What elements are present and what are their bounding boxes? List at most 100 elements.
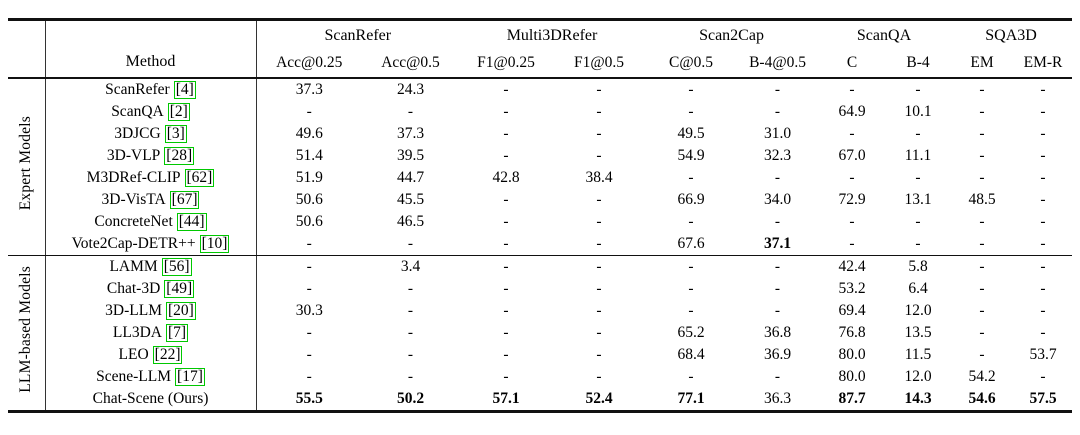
method-cell: LL3DA [7]	[45, 322, 257, 344]
metric-value: 6.4	[908, 280, 928, 297]
method-cell: Vote2Cap-DETR++ [10]	[45, 233, 257, 256]
metric-value: -	[849, 169, 855, 186]
citation-link[interactable]: [56]	[161, 258, 192, 276]
metric-value: 54.6	[968, 390, 996, 407]
method-cell: 3D-LLM [20]	[45, 300, 257, 322]
group-header-sqa3d: SQA3D	[985, 27, 1037, 44]
metric-value: -	[774, 258, 781, 275]
citation-link[interactable]: [22]	[152, 346, 183, 364]
benchmark-results-table: Method ScanRefer Multi3DRefer Scan2Cap S…	[8, 18, 1073, 413]
table-row: Vote2Cap-DETR++ [10] - - - - 67.6 37.1 - …	[8, 233, 1073, 256]
metric-value: -	[596, 103, 602, 120]
citation-link[interactable]: [17]	[175, 368, 205, 386]
citation-link[interactable]: [3]	[164, 125, 187, 143]
metric-value: -	[979, 302, 985, 319]
group-header-scanrefer: ScanRefer	[324, 27, 392, 44]
metric-value: -	[915, 125, 921, 142]
metric-value: -	[256, 233, 362, 256]
citation-link[interactable]: [62]	[184, 169, 215, 187]
metric-value: 49.6	[295, 125, 323, 142]
metric-value: -	[596, 258, 602, 275]
citation-link[interactable]: [67]	[169, 191, 200, 209]
metric-value: -	[1040, 147, 1046, 164]
metric-value: 80.0	[838, 346, 866, 363]
metric-value: 77.1	[677, 390, 705, 407]
metric-value: 37.1	[737, 233, 819, 256]
metric-value: -	[774, 368, 781, 385]
metric-value: -	[596, 324, 602, 341]
citation-link[interactable]: [10]	[199, 235, 230, 253]
method-cell: ConcreteNet [44]	[45, 211, 257, 233]
citation-link[interactable]: [7]	[166, 324, 189, 342]
method-name: LL3DA	[112, 324, 162, 341]
metric-value: -	[979, 147, 985, 164]
metric-value: -	[407, 324, 414, 341]
metric-value: 42.4	[838, 258, 866, 275]
metric-value: 10.1	[904, 103, 932, 120]
citation-link[interactable]: [49]	[164, 280, 195, 298]
metric-value: -	[503, 368, 509, 385]
metric-value: 53.7	[1029, 346, 1057, 363]
metric-value: -	[1040, 81, 1046, 98]
table-row: M3DRef-CLIP [62] 51.9 44.7 42.8 38.4 - - …	[8, 167, 1072, 189]
metric-value: 51.4	[295, 147, 323, 164]
metric-value: -	[503, 346, 509, 363]
citation-link[interactable]: [44]	[176, 213, 207, 231]
method-cell: M3DRef-CLIP [62]	[45, 167, 257, 189]
metric-value: 45.5	[396, 191, 425, 208]
metric-value: -	[688, 368, 694, 385]
table-row: Chat-3D [49] - - - - - - 53.2 6.4 - -	[8, 278, 1072, 300]
method-name: 3D-VLP	[106, 147, 161, 164]
metric-value: 12.0	[904, 302, 932, 319]
metric-value: -	[459, 233, 554, 256]
citation-link[interactable]: [20]	[166, 302, 196, 320]
metric-value: 68.4	[677, 346, 705, 363]
method-cell: 3DJCG [3]	[45, 123, 257, 145]
metric-value: -	[596, 302, 602, 319]
method-cell: ScanRefer [4]	[45, 78, 257, 101]
metric-value: -	[915, 169, 921, 186]
metric-value: 12.0	[904, 368, 932, 385]
citation-link[interactable]: [4]	[173, 81, 196, 99]
table-row: LLM-based Models LAMM [56] - 3.4 - - - - …	[8, 255, 1072, 412]
table-row: 3D-VisTA [67] 50.6 45.5 - - 66.9 34.0 72.…	[8, 189, 1072, 211]
section-label-cell: Expert Models	[8, 78, 46, 256]
metric-value: -	[1040, 302, 1046, 319]
metric-value: 50.6	[295, 213, 323, 230]
metric-value: 37.3	[396, 125, 425, 142]
citation-link[interactable]: [2]	[167, 103, 190, 121]
table-row: Chat-Scene (Ours) 55.5 50.2 57.1 52.4 77…	[8, 388, 1072, 412]
metric-value: -	[503, 302, 509, 319]
metric-value: -	[774, 213, 781, 230]
metric-value: -	[1014, 233, 1073, 256]
metric-value: -	[503, 324, 509, 341]
metric-value: 14.3	[904, 390, 932, 407]
col-header-emr: EM-R	[1014, 51, 1073, 79]
metric-value: 38.4	[585, 169, 613, 186]
col-header-acc05: Acc@0.5	[362, 51, 460, 79]
table-row: Scene-LLM [17] - - - - - - 80.0 12.0 54.2…	[8, 366, 1072, 388]
metric-value: 67.6	[645, 233, 738, 256]
group-header-scan2cap: Scan2Cap	[699, 27, 764, 44]
method-name: ConcreteNet	[94, 213, 173, 230]
metric-value: -	[1040, 280, 1046, 297]
metric-value: -	[503, 213, 509, 230]
metric-value: 36.3	[763, 390, 792, 407]
metric-value: 44.7	[396, 169, 425, 186]
metric-value: 80.0	[838, 368, 866, 385]
metric-value: 65.2	[677, 324, 705, 341]
metric-value: 64.9	[838, 103, 866, 120]
metric-value: -	[503, 191, 509, 208]
method-name: 3D-LLM	[105, 302, 162, 319]
metric-value: -	[979, 81, 985, 98]
metric-value: -	[688, 280, 694, 297]
metric-value: 53.2	[838, 280, 866, 297]
table-row: LL3DA [7] - - - - 65.2 36.8 76.8 13.5 - -	[8, 322, 1072, 344]
method-name: 3D-VisTA	[101, 191, 166, 208]
table-row: LEO [22] - - - - 68.4 36.9 80.0 11.5 - 53…	[8, 344, 1072, 366]
metric-value: 36.9	[763, 346, 792, 363]
metric-value: 36.8	[763, 324, 792, 341]
metric-value: -	[503, 103, 509, 120]
citation-link[interactable]: [28]	[164, 147, 195, 165]
metric-value: 24.3	[396, 81, 425, 98]
